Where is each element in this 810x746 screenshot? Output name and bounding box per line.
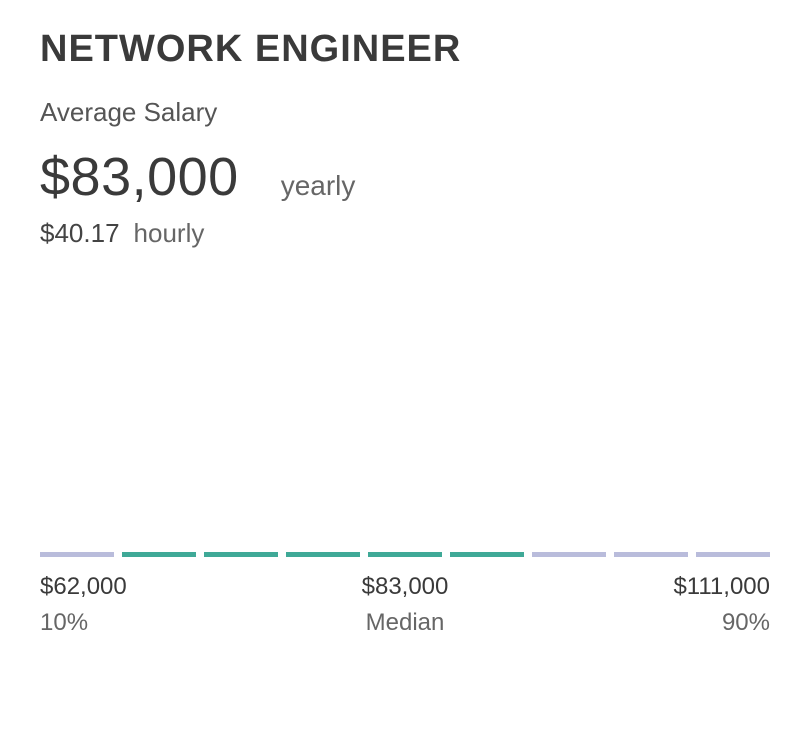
chart-bar (696, 552, 770, 557)
chart-bar (368, 552, 442, 557)
job-title: NETWORK ENGINEER (40, 28, 770, 71)
chart-bar-underline (40, 552, 114, 557)
hourly-amount: $40.17 (40, 218, 120, 249)
yearly-amount: $83,000 (40, 146, 239, 208)
yearly-label: yearly (281, 170, 356, 202)
yearly-row: $83,000 yearly (40, 146, 770, 208)
salary-distribution-chart: $62,000 10% $83,000 Median $111,000 90% (40, 299, 770, 637)
axis-tick-10pct: $62,000 10% (40, 571, 127, 640)
section-subtitle: Average Salary (40, 97, 770, 128)
chart-bar-underline (696, 552, 770, 557)
axis-label: Median (362, 607, 449, 639)
axis-label: 90% (673, 607, 770, 639)
chart-bar (204, 552, 278, 557)
axis-value: $62,000 (40, 571, 127, 603)
chart-bar (450, 552, 524, 557)
chart-bar-underline (286, 552, 360, 557)
hourly-label: hourly (134, 218, 205, 249)
chart-bar-underline (450, 552, 524, 557)
chart-bar (532, 552, 606, 557)
axis-value: $83,000 (362, 571, 449, 603)
chart-axis: $62,000 10% $83,000 Median $111,000 90% (40, 571, 770, 637)
chart-bar-underline (122, 552, 196, 557)
axis-tick-median: $83,000 Median (362, 571, 449, 640)
chart-bar (40, 552, 114, 557)
chart-bar (122, 552, 196, 557)
chart-bar-underline (614, 552, 688, 557)
axis-value: $111,000 (673, 571, 770, 603)
axis-tick-90pct: $111,000 90% (673, 571, 770, 640)
salary-card: NETWORK ENGINEER Average Salary $83,000 … (0, 0, 810, 657)
chart-bars (40, 299, 770, 559)
axis-label: 10% (40, 607, 127, 639)
chart-bar-underline (368, 552, 442, 557)
hourly-row: $40.17 hourly (40, 218, 770, 249)
chart-bar-underline (204, 552, 278, 557)
chart-bar (286, 552, 360, 557)
chart-bar-underline (532, 552, 606, 557)
chart-bar (614, 552, 688, 557)
